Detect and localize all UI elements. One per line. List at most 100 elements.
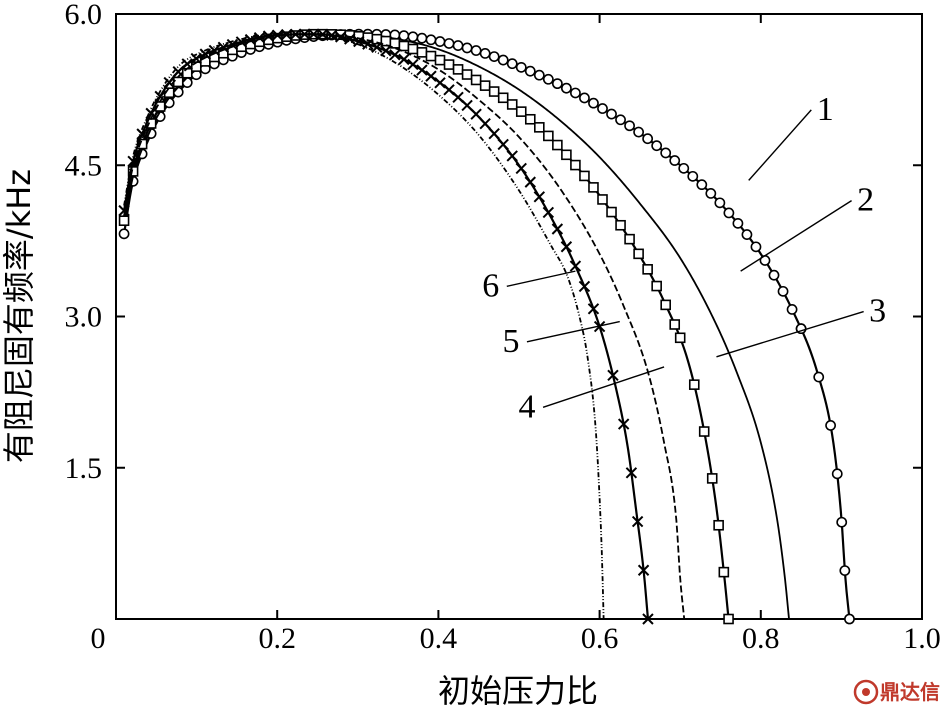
series-3-point — [443, 59, 455, 70]
series-3-point — [660, 299, 671, 311]
series-3-point — [588, 182, 599, 193]
series-1-point — [836, 516, 848, 528]
series-1-point — [705, 187, 717, 199]
series-3-point — [570, 159, 581, 171]
series-3-point — [461, 69, 473, 80]
series-3-point — [479, 80, 491, 91]
series-1-point — [470, 45, 482, 56]
series-1-point — [551, 78, 563, 90]
watermark-logo-dot — [862, 688, 870, 696]
curve-label-3: 3 — [869, 293, 886, 330]
series-1-point — [488, 51, 500, 63]
series-1-point — [181, 77, 193, 88]
series-5-point — [335, 31, 347, 43]
series-1-point — [434, 36, 446, 47]
series-1-point — [533, 69, 545, 81]
series-1-point — [777, 285, 789, 297]
series-1-point — [723, 207, 735, 219]
series-1-point — [660, 147, 672, 159]
series-5-point — [199, 48, 212, 60]
series-1-point — [741, 229, 753, 240]
series-3-point — [606, 206, 617, 218]
series-1-point — [425, 34, 437, 46]
series-3-point — [698, 426, 710, 437]
series-3-point — [718, 566, 730, 578]
series-5-point — [515, 162, 527, 175]
series-5-point — [298, 28, 311, 40]
y-tick-label: 3.0 — [65, 301, 103, 334]
series-3-point — [172, 76, 184, 88]
series-3-point — [497, 92, 509, 104]
series-3-point — [398, 40, 410, 52]
series-3-point — [723, 613, 734, 625]
series-5-point — [470, 108, 482, 120]
series-1-point — [461, 42, 473, 54]
curve-label-5-leader — [526, 320, 620, 343]
y-tick-label: 6.0 — [65, 0, 103, 31]
series-5-point — [425, 70, 437, 82]
series-1-point — [407, 31, 419, 43]
series-3-point — [579, 170, 590, 182]
series-5-point — [560, 241, 573, 253]
series-5-point — [506, 150, 518, 162]
series-layer — [118, 28, 855, 625]
series-5-point — [578, 280, 591, 293]
series-3-point — [674, 332, 686, 344]
series-5-point — [407, 58, 419, 71]
series-3-point — [434, 54, 446, 66]
series-3-point — [127, 166, 139, 177]
series-5-point — [637, 564, 650, 576]
series-3-point — [651, 280, 662, 292]
plot-frame — [115, 13, 923, 620]
series-3-point — [407, 43, 419, 55]
watermark-text: 鼎达信 — [880, 680, 940, 704]
series-1-point — [633, 126, 645, 138]
series-5-point — [443, 84, 455, 96]
curve-label-3-leader — [716, 310, 864, 358]
series-1-point — [651, 140, 663, 152]
series-5-point — [607, 369, 619, 382]
series-1-point — [768, 269, 780, 281]
series-1-point — [588, 97, 599, 109]
series-3-point — [597, 194, 608, 205]
series-5-point — [208, 44, 221, 57]
series-5-point — [389, 49, 401, 61]
series-5-point — [416, 64, 428, 76]
series-3-point — [713, 519, 724, 531]
series-1-point — [750, 241, 762, 253]
series-1-point — [678, 162, 690, 174]
curve-label-6-leader — [506, 270, 576, 288]
series-5-point — [362, 38, 374, 50]
series-5-point — [380, 45, 392, 57]
series-1-point — [570, 87, 581, 99]
watermark: 鼎达信 — [853, 679, 940, 705]
x-tick-label: 0.8 — [742, 622, 780, 655]
series-5-markers — [118, 28, 654, 625]
series-3-point — [452, 64, 464, 75]
series-5-point — [353, 35, 365, 48]
series-1-point — [615, 114, 626, 126]
series-3-point — [425, 50, 437, 62]
series-1-point — [172, 86, 184, 98]
series-5-point — [524, 176, 536, 188]
series-1-point — [506, 58, 518, 70]
series-3-markers — [118, 28, 734, 625]
axis-ticks: 0.2 0.4 0.6 0.8 1.0 1.5 3.0 4.5 6.0 — [65, 0, 941, 655]
series-5-point — [631, 515, 644, 528]
series-5-point — [163, 76, 175, 89]
series-5-point — [497, 138, 509, 151]
series-1-point — [416, 32, 428, 44]
series-5-point — [452, 91, 464, 104]
series-3-point — [488, 86, 500, 97]
series-5-point — [344, 33, 356, 45]
curve-label-2-leader — [740, 200, 852, 272]
series-3-point — [669, 319, 681, 330]
series-3-point — [534, 122, 545, 133]
series-1-markers — [118, 28, 855, 625]
series-5-point — [587, 303, 600, 315]
series-5-point — [244, 33, 257, 46]
series-3-point — [688, 379, 700, 390]
series-1-point — [497, 54, 509, 66]
series-3-point — [642, 264, 653, 275]
